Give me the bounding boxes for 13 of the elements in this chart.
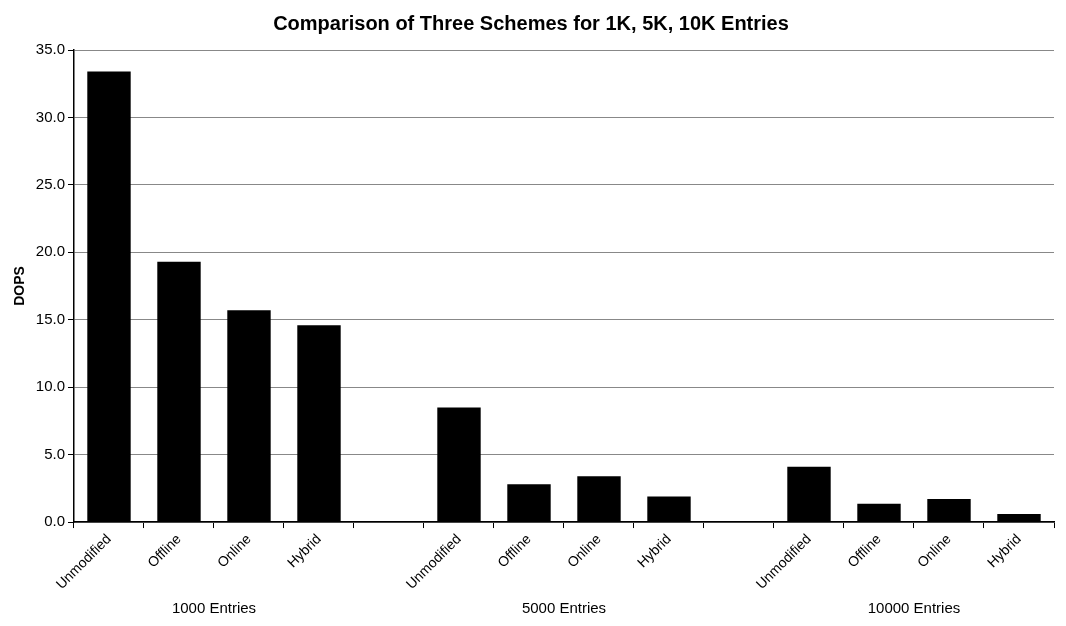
chart-title: Comparison of Three Schemes for 1K, 5K, 10K Entries (273, 11, 789, 34)
y-tick-label: 0.0 (44, 512, 65, 530)
y-tick-label: 20.0 (35, 242, 65, 260)
y-axis-title: DOPS (11, 266, 28, 306)
y-tick-label: 10.0 (35, 377, 65, 395)
y-tick-label: 25.0 (35, 175, 65, 193)
y-tick-label: 15.0 (35, 309, 65, 327)
text: 1000 Entries (171, 598, 257, 616)
y-tick-label: 35.0 (35, 40, 65, 58)
y-tick-label: 30.0 (35, 107, 65, 125)
y-tick-label: 5.0 (44, 444, 65, 462)
text: 10000 Entries (867, 598, 961, 616)
text: 5000 Entries (521, 598, 607, 616)
